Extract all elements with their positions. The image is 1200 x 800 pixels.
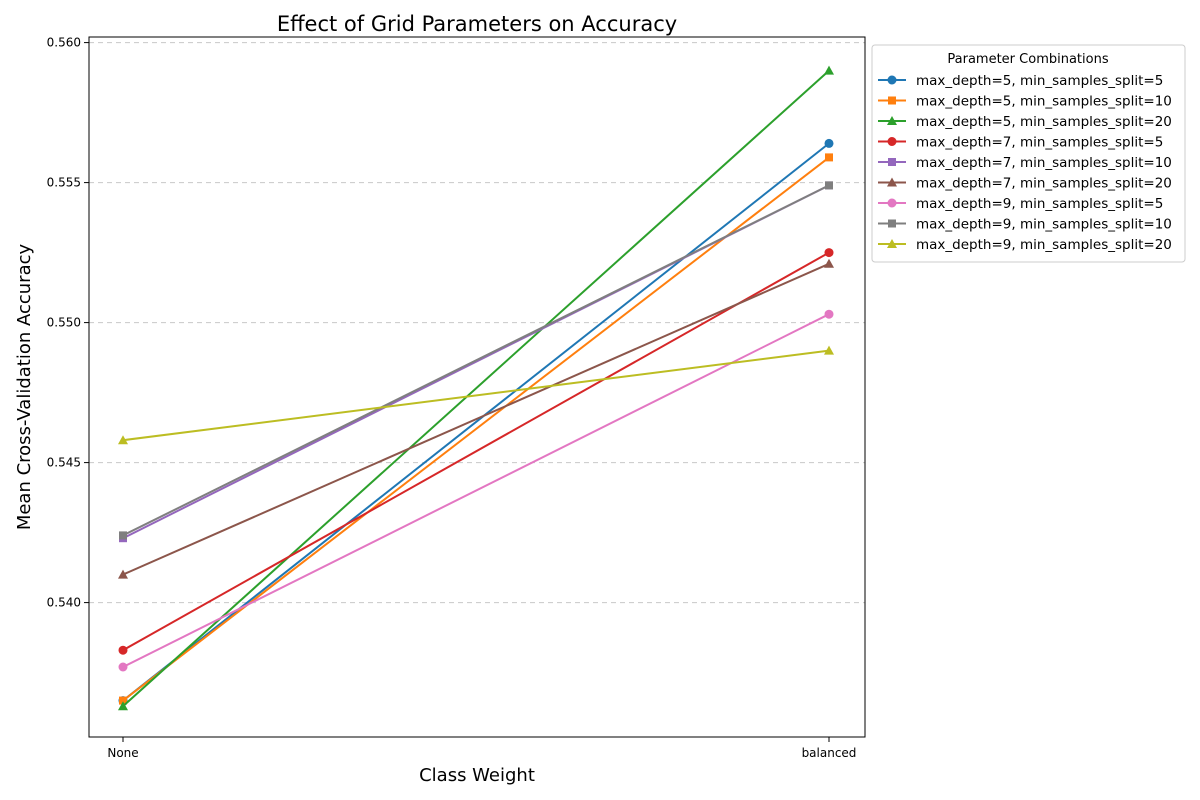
- x-tick-label: None: [107, 746, 138, 760]
- legend-label: max_depth=9, min_samples_split=5: [916, 196, 1163, 212]
- x-axis-label: Class Weight: [419, 765, 535, 786]
- data-point: [824, 309, 834, 319]
- y-tick-label: 0.550: [47, 316, 81, 330]
- series-7: [118, 309, 834, 672]
- legend-marker: [887, 116, 897, 125]
- y-axis-label: Mean Cross-Validation Accuracy: [14, 243, 35, 530]
- legend-entry: max_depth=7, min_samples_split=5: [878, 135, 1163, 151]
- legend-marker: [887, 239, 897, 248]
- legend-entry: max_depth=7, min_samples_split=20: [878, 176, 1172, 192]
- data-point: [119, 531, 127, 540]
- data-point: [825, 153, 833, 162]
- legend-marker: [887, 177, 897, 187]
- legend-marker: [888, 96, 896, 105]
- legend-entry: max_depth=9, min_samples_split=20: [878, 237, 1172, 253]
- y-tick-label: 0.555: [47, 176, 81, 190]
- series-4: [118, 248, 834, 655]
- legend-label: max_depth=5, min_samples_split=5: [916, 73, 1163, 89]
- data-point: [118, 435, 128, 445]
- legend-marker: [887, 198, 897, 208]
- x-tick-label: balanced: [802, 746, 857, 760]
- y-tick-label: 0.560: [47, 36, 81, 50]
- series-line: [122, 251, 830, 652]
- series-3: [118, 65, 834, 711]
- data-point: [118, 701, 128, 711]
- data-point: [824, 65, 834, 75]
- legend-marker: [888, 158, 896, 166]
- legend-box: [871, 44, 1186, 263]
- data-point: [119, 696, 127, 705]
- y-axis: 0.540 0.545 0.550 0.555 0.560: [47, 36, 89, 610]
- series-2: [119, 153, 833, 705]
- plot-area-frame: [88, 36, 866, 738]
- series-line: [122, 156, 830, 702]
- legend-label: max_depth=5, min_samples_split=20: [916, 114, 1172, 130]
- series-line: [122, 313, 830, 668]
- series-9: [118, 345, 834, 445]
- data-point: [825, 181, 833, 190]
- legend-entry: max_depth=9, min_samples_split=10: [878, 217, 1172, 233]
- y-tick-label: 0.540: [47, 596, 81, 610]
- data-point: [118, 569, 128, 579]
- legend-label: max_depth=7, min_samples_split=10: [916, 155, 1172, 171]
- y-tick-label: 0.545: [47, 456, 81, 470]
- legend-label: max_depth=9, min_samples_split=20: [916, 237, 1172, 253]
- legend-label: max_depth=7, min_samples_split=20: [916, 176, 1172, 192]
- data-point: [824, 258, 834, 268]
- series-layer: [118, 65, 834, 711]
- series-line: [122, 262, 830, 576]
- legend-marker: [887, 75, 897, 85]
- legend-entry: max_depth=9, min_samples_split=5: [878, 196, 1163, 212]
- legend-entry: max_depth=7, min_samples_split=10: [878, 155, 1172, 171]
- legend-items: max_depth=5, min_samples_split=5 max_dept…: [878, 73, 1172, 253]
- series-6: [118, 258, 834, 579]
- legend-marker: [887, 137, 897, 146]
- legend-label: max_depth=7, min_samples_split=5: [916, 135, 1163, 151]
- grid-lines: [89, 42, 865, 604]
- legend-entry: max_depth=5, min_samples_split=10: [878, 94, 1172, 110]
- data-point: [118, 662, 128, 672]
- series-line: [122, 69, 830, 707]
- series-line: [122, 184, 830, 537]
- series-8: [119, 181, 833, 540]
- data-point: [118, 645, 128, 655]
- data-point: [824, 138, 834, 148]
- legend-entry: max_depth=5, min_samples_split=20: [878, 114, 1172, 130]
- legend-label: max_depth=9, min_samples_split=10: [916, 217, 1172, 233]
- legend: Parameter Combinations max_depth=5, min_…: [871, 44, 1186, 263]
- chart-title: Effect of Grid Parameters on Accuracy: [277, 12, 677, 36]
- series-line: [122, 349, 830, 442]
- legend-entry: max_depth=5, min_samples_split=5: [878, 73, 1163, 89]
- legend-marker: [888, 219, 896, 228]
- data-point: [824, 248, 834, 258]
- x-axis: None balanced: [107, 737, 856, 760]
- data-point: [824, 345, 834, 355]
- legend-title: Parameter Combinations: [947, 52, 1108, 67]
- legend-label: max_depth=5, min_samples_split=10: [916, 94, 1172, 110]
